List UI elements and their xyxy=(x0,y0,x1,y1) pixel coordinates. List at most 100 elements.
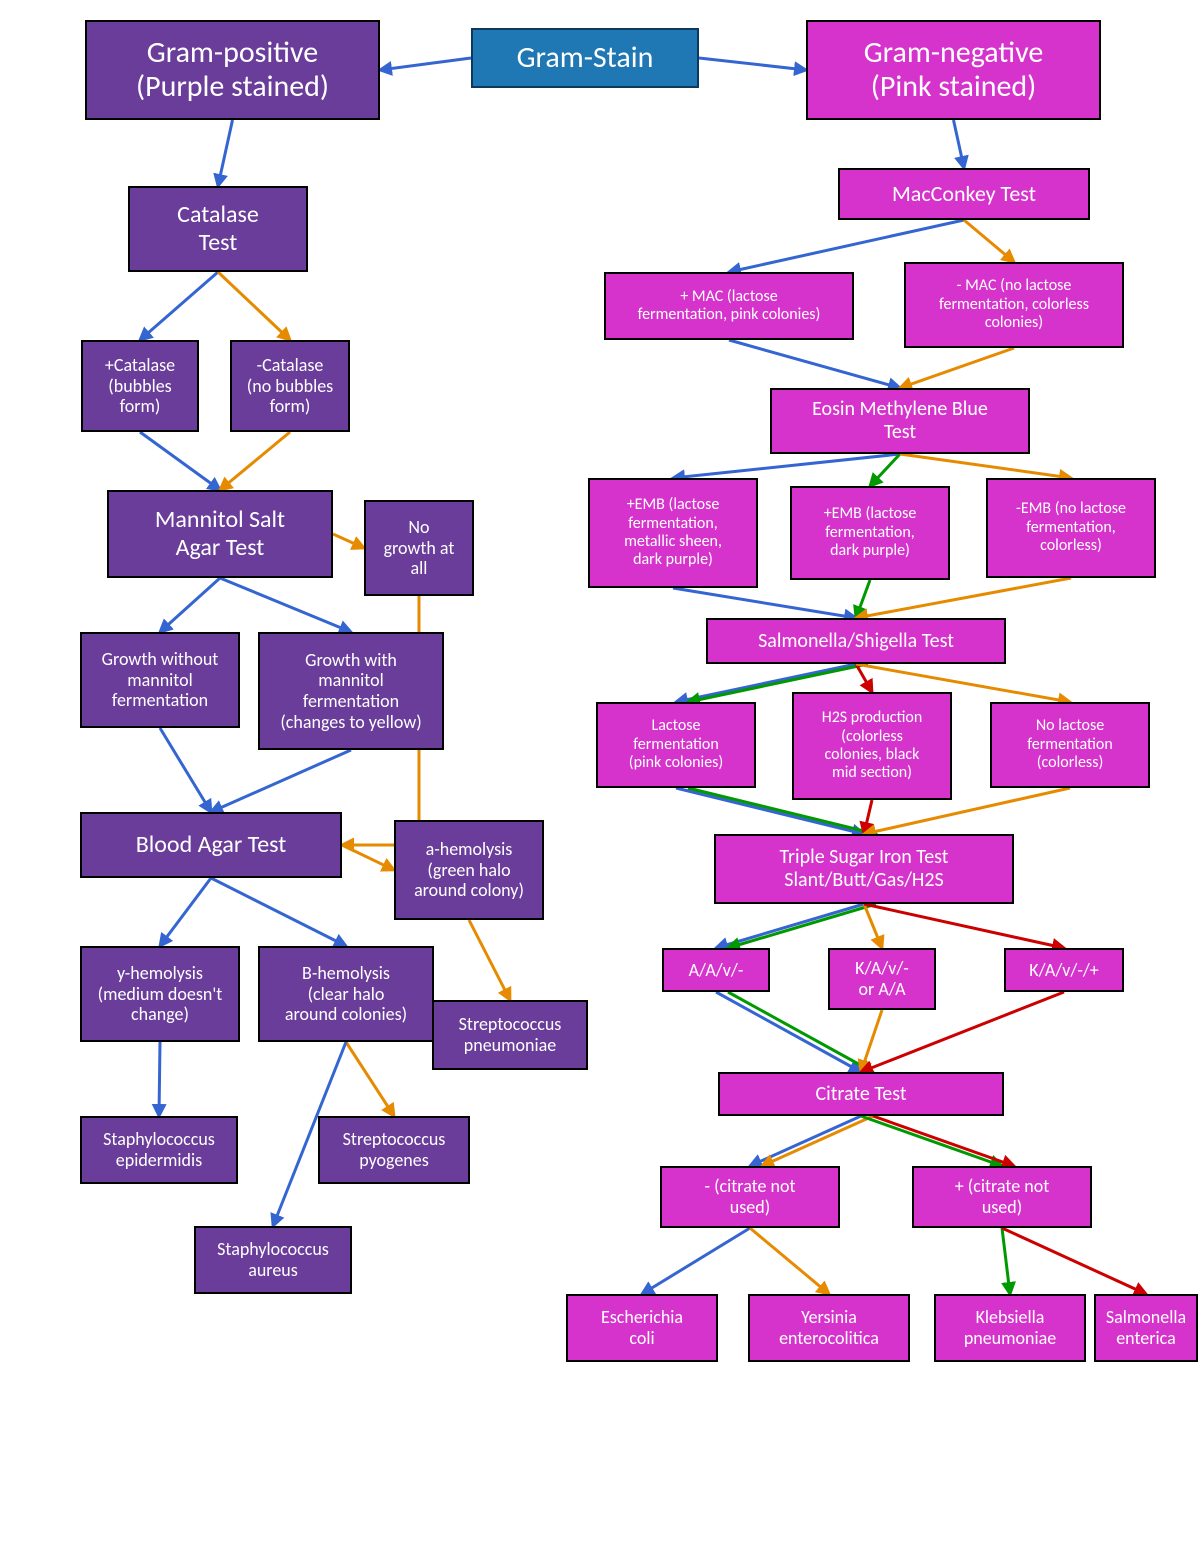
node-label: No growth at all xyxy=(384,517,455,579)
edge-catalase-to-cat_neg xyxy=(218,272,290,340)
node-emb: Eosin Methylene Blue Test xyxy=(770,388,1030,454)
edge-emb_dark-to-salshig xyxy=(856,580,870,618)
edge-cat_pos-to-msa xyxy=(140,432,220,490)
node-label: Mannitol Salt Agar Test xyxy=(155,506,285,561)
node-cat_neg: -Catalase (no bubbles form) xyxy=(230,340,350,432)
edge-citrate-to-cit_pos xyxy=(861,1116,1002,1166)
node-label: Escherichia coli xyxy=(601,1307,683,1348)
edge-tsi_k-to-citrate xyxy=(861,1010,882,1072)
node-label: Growth with mannitol fermentation (chang… xyxy=(280,650,421,733)
node-label: B-hemolysis (clear halo around colonies) xyxy=(285,963,407,1025)
edge-emb-to-emb_dark xyxy=(870,454,900,486)
edge-y_hemo-to-staph_epi xyxy=(159,1042,160,1116)
node-citrate: Citrate Test xyxy=(718,1072,1004,1116)
edge-blood-to-b_hemo xyxy=(211,878,346,946)
node-label: - (citrate not used) xyxy=(704,1176,795,1217)
node-label: Staphylococcus epidermidis xyxy=(103,1129,215,1170)
node-label: K/A/v/- or A/A xyxy=(855,958,909,999)
node-klebsiella: Klebsiella pneumoniae xyxy=(934,1294,1086,1362)
node-cat_pos: +Catalase (bubbles form) xyxy=(81,340,199,432)
node-label: H2S production (colorless colonies, blac… xyxy=(822,709,923,783)
node-gram_pos: Gram-positive (Purple stained) xyxy=(85,20,380,120)
edge-tsi-to-tsi_a xyxy=(716,904,864,948)
node-a_hemo: a-hemolysis (green halo around colony) xyxy=(394,820,544,920)
node-msa_noferm: Growth without mannitol fermentation xyxy=(80,632,240,728)
node-label: Citrate Test xyxy=(815,1083,906,1106)
node-label: + MAC (lactose fermentation, pink coloni… xyxy=(638,288,821,325)
node-ss_h2s: H2S production (colorless colonies, blac… xyxy=(792,692,952,800)
node-emb_dark: +EMB (lactose fermentation, dark purple) xyxy=(790,486,950,580)
node-label: Gram-Stain xyxy=(517,41,654,76)
node-label: +EMB (lactose fermentation, metallic she… xyxy=(624,496,722,570)
edge-cit_pos-to-klebsiella xyxy=(1002,1228,1010,1294)
node-gram_neg: Gram-negative (Pink stained) xyxy=(806,20,1101,120)
node-msa_nogrowth: No growth at all xyxy=(364,500,474,596)
node-label: y-hemolysis (medium doesn't change) xyxy=(98,963,223,1025)
edge-salshig-to-ss_h2s xyxy=(856,664,872,692)
node-yersinia: Yersinia enterocolitica xyxy=(748,1294,910,1362)
node-strep_pyo: Streptococcus pyogenes xyxy=(318,1116,470,1184)
node-ss_nolac: No lactose fermentation (colorless) xyxy=(990,702,1150,788)
node-label: Salmonella enterica xyxy=(1106,1307,1186,1348)
node-label: +EMB (lactose fermentation, dark purple) xyxy=(824,505,917,560)
edge-tsi-to-tsi_k xyxy=(864,904,882,948)
node-emb_metallic: +EMB (lactose fermentation, metallic she… xyxy=(588,478,758,588)
edge-ss_h2s-to-tsi xyxy=(864,800,872,834)
node-label: Gram-negative (Pink stained) xyxy=(864,36,1044,105)
edge-root-to-gram_neg xyxy=(699,58,806,70)
node-label: MacConkey Test xyxy=(892,181,1036,206)
edge-gram_neg-to-macconkey xyxy=(954,120,965,168)
node-tsi_a: A/A/v/- xyxy=(662,948,770,992)
node-catalase: Catalase Test xyxy=(128,186,308,272)
edge-citrate-to-cit_neg xyxy=(762,1116,873,1166)
node-mac_pos: + MAC (lactose fermentation, pink coloni… xyxy=(604,272,854,340)
node-blood: Blood Agar Test xyxy=(80,812,342,878)
node-label: Catalase Test xyxy=(177,201,259,256)
node-label: a-hemolysis (green halo around colony) xyxy=(414,839,524,901)
node-label: +Catalase (bubbles form) xyxy=(105,355,175,417)
edge-mac_pos-to-emb xyxy=(729,340,900,388)
node-mac_neg: - MAC (no lactose fermentation, colorles… xyxy=(904,262,1124,348)
edge-root-to-gram_pos xyxy=(380,58,471,70)
node-staph_aur: Staphylococcus aureus xyxy=(194,1226,352,1294)
node-label: Lactose fermentation (pink colonies) xyxy=(629,717,724,772)
node-label: No lactose fermentation (colorless) xyxy=(1027,717,1112,772)
node-strep_pneu: Streptococcus pneumoniae xyxy=(432,1000,588,1070)
edge-emb-to-emb_none xyxy=(900,454,1071,478)
node-emb_none: -EMB (no lactose fermentation, colorless… xyxy=(986,478,1156,578)
node-label: -EMB (no lactose fermentation, colorless… xyxy=(1016,500,1126,555)
node-label: A/A/v/- xyxy=(689,960,744,981)
node-label: Streptococcus pyogenes xyxy=(343,1129,446,1170)
node-label: - MAC (no lactose fermentation, colorles… xyxy=(939,277,1089,332)
node-label: Staphylococcus aureus xyxy=(217,1239,329,1280)
edge-catalase-to-cat_pos xyxy=(140,272,218,340)
node-ss_lac: Lactose fermentation (pink colonies) xyxy=(596,702,756,788)
node-root: Gram-Stain xyxy=(471,28,699,88)
edge-gram_pos-to-catalase xyxy=(218,120,233,186)
edge-cat_neg-to-msa xyxy=(220,432,290,490)
node-label: Growth without mannitol fermentation xyxy=(102,649,219,711)
node-label: Klebsiella pneumoniae xyxy=(964,1307,1056,1348)
node-cit_neg: - (citrate not used) xyxy=(660,1166,840,1228)
node-msa_ferm: Growth with mannitol fermentation (chang… xyxy=(258,632,444,750)
flowchart-canvas: Gram-Stain Gram-positive (Purple stained)… xyxy=(0,0,1200,1553)
edge-emb_none-to-salshig xyxy=(856,578,1071,618)
node-tsi: Triple Sugar Iron Test Slant/Butt/Gas/H2… xyxy=(714,834,1014,904)
edge-cit_neg-to-ecoli xyxy=(642,1228,750,1294)
node-salmonella: Salmonella enterica xyxy=(1094,1294,1198,1362)
node-staph_epi: Staphylococcus epidermidis xyxy=(80,1116,238,1184)
node-ecoli: Escherichia coli xyxy=(566,1294,718,1362)
edge-emb_metallic-to-salshig xyxy=(673,588,856,618)
edge-tsi-to-tsi_kp xyxy=(864,904,1064,948)
node-label: Streptococcus pneumoniae xyxy=(459,1014,562,1055)
edge-citrate-to-cit_pos xyxy=(873,1116,1014,1166)
node-label: Gram-positive (Purple stained) xyxy=(136,36,329,105)
node-salshig: Salmonella/Shigella Test xyxy=(706,618,1006,664)
node-label: Yersinia enterocolitica xyxy=(779,1307,879,1348)
node-tsi_kp: K/A/v/-/+ xyxy=(1004,948,1124,992)
node-label: Eosin Methylene Blue Test xyxy=(812,398,988,444)
edge-tsi-to-tsi_a xyxy=(728,904,876,948)
edge-msa_noferm-to-blood xyxy=(160,728,211,812)
edge-emb-to-emb_metallic xyxy=(673,454,900,478)
edge-msa-to-msa_nogrowth xyxy=(333,534,364,548)
